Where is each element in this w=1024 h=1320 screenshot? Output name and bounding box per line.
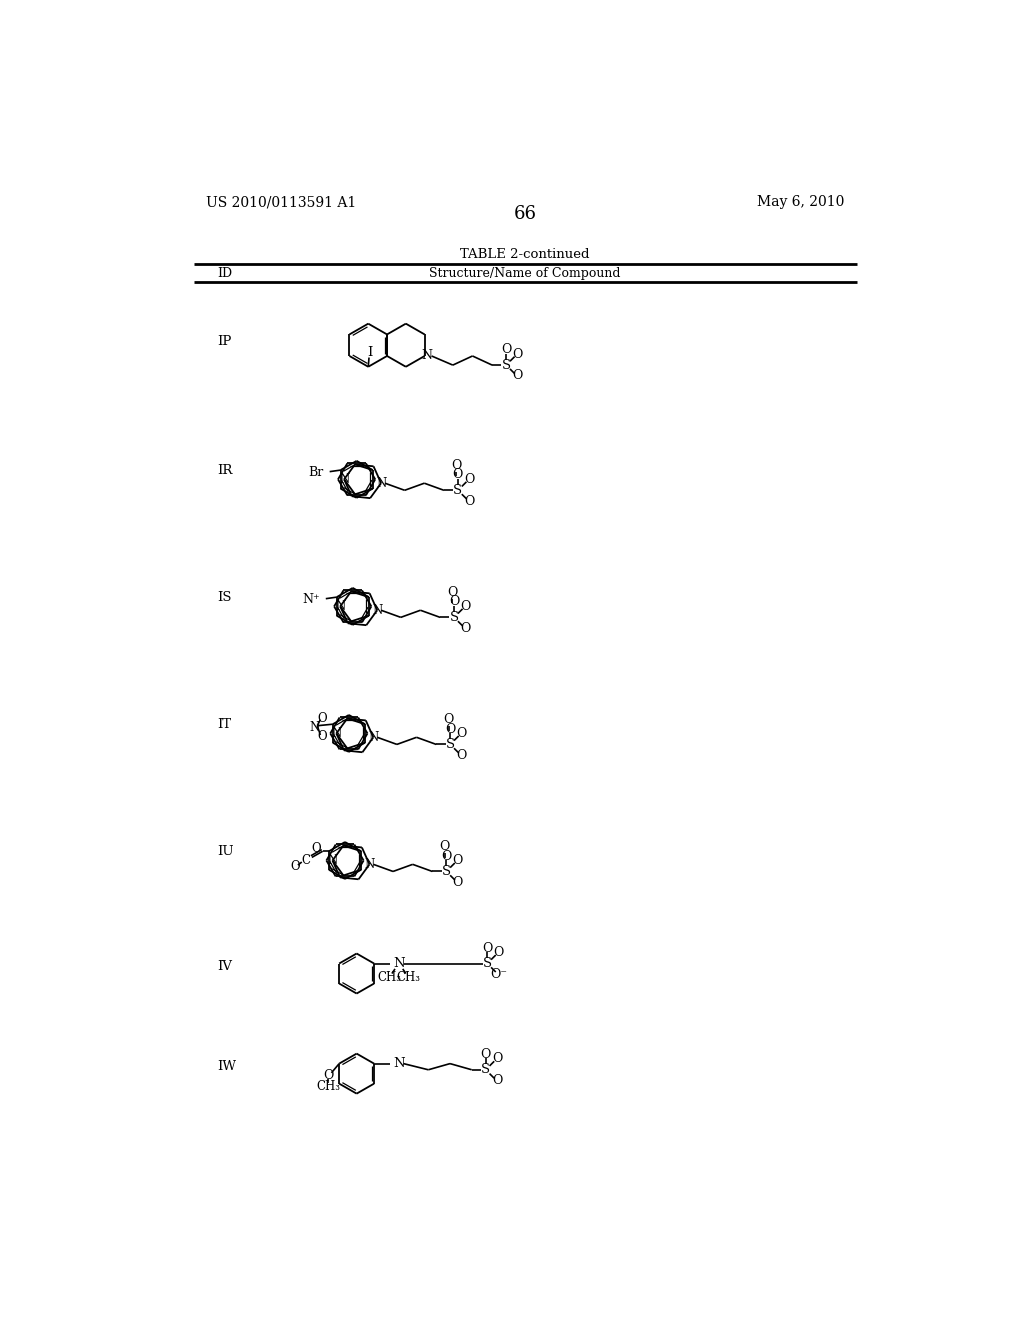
Text: O: O (464, 473, 475, 486)
Text: IW: IW (217, 1060, 237, 1073)
Text: O: O (445, 722, 456, 735)
Text: O: O (324, 1069, 334, 1081)
Text: N: N (365, 858, 375, 871)
Text: O: O (457, 727, 467, 741)
Text: O: O (317, 711, 327, 725)
Text: O: O (457, 748, 467, 762)
Text: N: N (376, 477, 386, 490)
Text: N: N (372, 603, 382, 616)
Text: S: S (441, 865, 451, 878)
Text: Br: Br (308, 466, 324, 479)
Text: O: O (513, 347, 523, 360)
Text: N: N (335, 599, 345, 612)
Text: 66: 66 (513, 205, 537, 223)
Text: O: O (311, 842, 322, 854)
Text: S: S (482, 957, 492, 970)
Text: IT: IT (217, 718, 231, 731)
Text: O: O (453, 469, 463, 482)
Text: O: O (453, 854, 463, 867)
Text: O: O (461, 622, 471, 635)
Text: O: O (449, 595, 459, 609)
Text: US 2010/0113591 A1: US 2010/0113591 A1 (206, 195, 355, 210)
Text: N: N (422, 350, 432, 363)
Text: O: O (494, 946, 504, 960)
Text: O: O (453, 875, 463, 888)
Text: ID: ID (217, 267, 232, 280)
Text: N: N (393, 1057, 404, 1071)
Text: S: S (454, 484, 463, 496)
Text: O: O (513, 370, 523, 383)
Text: N: N (309, 721, 319, 734)
Text: N⁺: N⁺ (302, 593, 319, 606)
Text: O: O (439, 841, 450, 853)
Text: S: S (481, 1064, 490, 1076)
Text: O: O (290, 861, 300, 873)
Text: CH₃: CH₃ (396, 972, 420, 983)
Text: IV: IV (217, 960, 232, 973)
Text: C: C (301, 854, 310, 867)
Text: O: O (482, 941, 493, 954)
Text: O: O (461, 601, 471, 612)
Text: O: O (443, 713, 454, 726)
Text: N: N (331, 727, 341, 741)
Text: O: O (447, 586, 458, 599)
Text: Structure/Name of Compound: Structure/Name of Compound (429, 267, 621, 280)
Text: TABLE 2-continued: TABLE 2-continued (460, 248, 590, 261)
Text: O: O (464, 495, 475, 508)
Text: S: S (450, 611, 459, 624)
Text: N: N (339, 473, 349, 486)
Text: IR: IR (217, 463, 232, 477)
Text: O⁻: O⁻ (490, 968, 507, 981)
Text: IS: IS (217, 591, 231, 605)
Text: I: I (368, 346, 373, 359)
Text: O: O (493, 1052, 503, 1065)
Text: N: N (393, 957, 404, 970)
Text: O: O (480, 1048, 490, 1061)
Text: S: S (445, 738, 455, 751)
Text: O: O (441, 850, 452, 862)
Text: N: N (369, 731, 379, 743)
Text: CH₃: CH₃ (316, 1080, 340, 1093)
Text: O: O (452, 459, 462, 473)
Text: CH₃: CH₃ (378, 972, 401, 983)
Text: IP: IP (217, 335, 231, 347)
Text: IU: IU (217, 845, 233, 858)
Text: O: O (317, 730, 327, 743)
Text: N: N (328, 854, 338, 867)
Text: O: O (493, 1074, 503, 1088)
Text: O: O (501, 343, 511, 356)
Text: May 6, 2010: May 6, 2010 (757, 195, 844, 210)
Text: S: S (502, 359, 511, 372)
